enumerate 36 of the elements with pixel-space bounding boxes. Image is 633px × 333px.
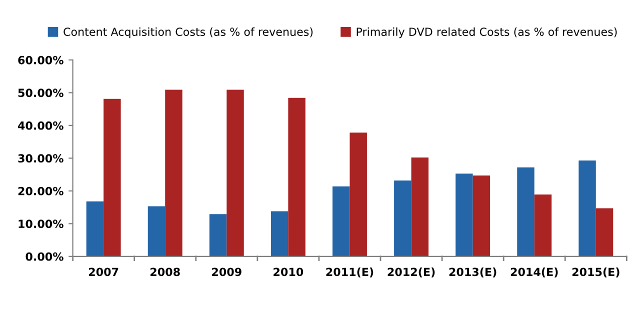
bar [456, 174, 473, 256]
x-tick-label: 2010 [274, 268, 304, 276]
y-tick-label: 40.00% [18, 121, 64, 130]
y-tick-label: 60.00% [18, 56, 64, 64]
bar [270, 211, 288, 256]
y-tick-label: 50.00% [18, 88, 64, 98]
x-tick-label: 2007 [88, 268, 118, 276]
bar [350, 132, 367, 256]
bar [578, 160, 596, 256]
bar [226, 90, 244, 256]
bar [104, 98, 121, 256]
x-tick-label: 2013(E) [449, 268, 496, 278]
x-tick-label: 2008 [150, 268, 180, 276]
bar [411, 158, 429, 256]
legend-label: Content Acquisition Costs (as % of revenues) [64, 27, 313, 38]
bar [596, 208, 614, 256]
bar [517, 167, 534, 256]
x-tick-label: 2009 [212, 268, 242, 276]
bar [148, 206, 166, 256]
x-tick-label: 2015(E) [572, 268, 620, 278]
legend-label: Primarily DVD related Costs (as % of revenues) [356, 27, 617, 38]
y-tick-label: 20.00% [18, 186, 64, 196]
y-tick-label: 30.00% [18, 154, 64, 163]
bar [472, 176, 490, 256]
x-tick-label: 2011(E) [326, 268, 374, 278]
bar [534, 194, 552, 256]
bar [86, 201, 104, 256]
y-tick-label: 0.00% [26, 252, 64, 261]
bar [288, 98, 306, 256]
bar [394, 180, 412, 256]
bar [209, 214, 227, 256]
x-tick-label: 2014(E) [510, 268, 558, 278]
x-tick-label: 2012(E) [388, 268, 435, 278]
y-tick-label: 10.00% [18, 220, 64, 228]
bar [165, 90, 182, 256]
bar [332, 186, 350, 256]
